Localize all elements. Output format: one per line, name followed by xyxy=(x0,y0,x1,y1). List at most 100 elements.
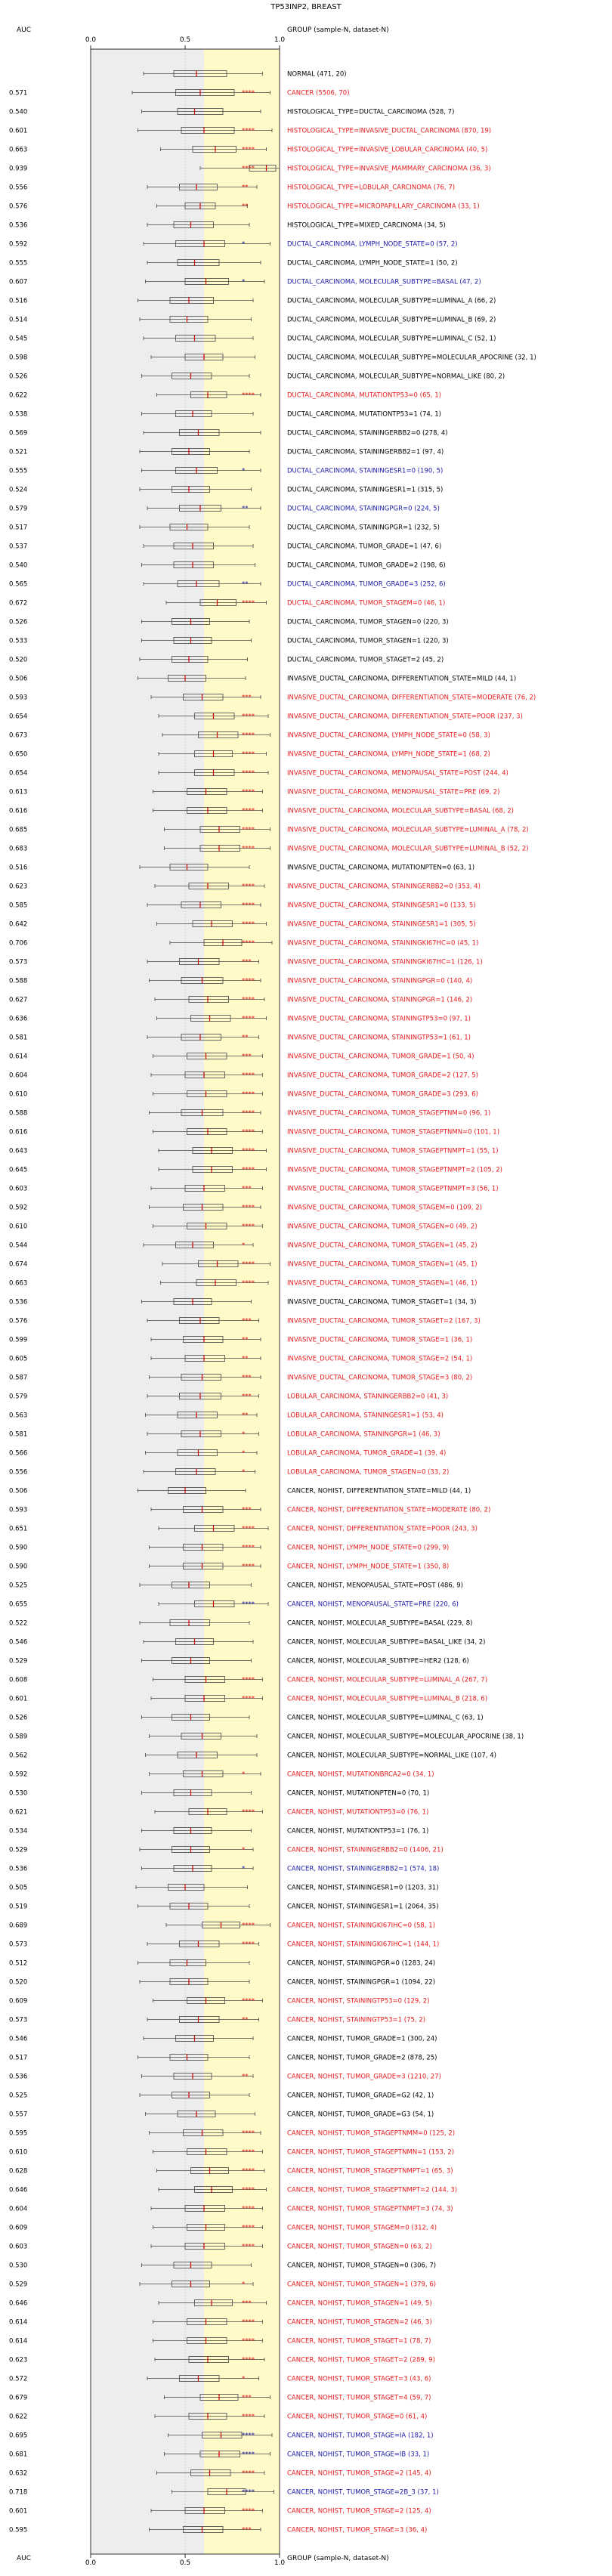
iqr-box xyxy=(183,1204,224,1211)
iqr-box xyxy=(183,1770,224,1777)
group-label: CANCER, NOHIST, TUMOR_STAGEPTNMN=1 (153,… xyxy=(287,2149,454,2157)
group-label: INVASIVE_DUCTAL_CARCINOMA, TUMOR_STAGET=… xyxy=(287,1318,481,1325)
group-label: INVASIVE_DUCTAL_CARCINOMA, DIFFERENTIATI… xyxy=(287,676,516,683)
group-label: LOBULAR_CARCINOMA, STAININGERBB2=0 (41, … xyxy=(287,1393,448,1401)
significance-stars: **** xyxy=(242,1998,255,2005)
iqr-box xyxy=(199,845,240,852)
auc-value: 0.646 xyxy=(9,2300,27,2308)
group-label: INVASIVE_DUCTAL_CARCINOMA, TUMOR_STAGEPT… xyxy=(287,1148,499,1155)
auc-value: 0.556 xyxy=(9,1469,27,1477)
significance-stars: * xyxy=(242,1847,245,1854)
data-row: 0.588 **** INVASIVE_DUCTAL_CARCINOMA, TUMO… xyxy=(9,1109,490,1118)
group-label: DUCTAL_CARCINOMA, MOLECULAR_SUBTYPE=LUMI… xyxy=(287,298,496,305)
data-row: 0.537 DUCTAL_CARCINOMA, TUMOR_GRADE=1 (47… xyxy=(9,543,441,551)
iqr-box xyxy=(169,297,214,304)
significance-stars: ** xyxy=(242,1412,249,1420)
iqr-box xyxy=(181,1374,221,1381)
iqr-box xyxy=(183,1506,224,1513)
group-label: DUCTAL_CARCINOMA, STAININGPGR=1 (232, 5) xyxy=(287,524,440,532)
auc-value: 0.576 xyxy=(9,203,27,211)
group-label: INVASIVE_DUCTAL_CARCINOMA, TUMOR_STAGET=… xyxy=(287,1299,476,1307)
data-row: 0.566 * LOBULAR_CARCINOMA, TUMOR_GRADE=1 (… xyxy=(9,1449,446,1458)
significance-stars: **** xyxy=(242,2149,255,2157)
iqr-box xyxy=(188,2356,229,2363)
auc-value: 0.530 xyxy=(9,1790,27,1798)
group-label: CANCER, NOHIST, MENOPAUSAL_STATE=POST (4… xyxy=(287,1582,463,1590)
iqr-box xyxy=(187,2318,227,2325)
auc-value: 0.572 xyxy=(9,2376,27,2383)
group-label: INVASIVE_DUCTAL_CARCINOMA, STAININGTP53=… xyxy=(287,1016,471,1023)
data-row: 0.654 **** INVASIVE_DUCTAL_CARCINOMA, DIFF… xyxy=(9,713,523,721)
data-row: 0.604 **** INVASIVE_DUCTAL_CARCINOMA, TUMO… xyxy=(9,1072,478,1080)
auc-value: 0.581 xyxy=(9,1034,27,1042)
significance-stars: ** xyxy=(242,506,249,513)
iqr-box xyxy=(169,1959,206,1966)
group-label: CANCER, NOHIST, DIFFERENTIATION_STATE=MI… xyxy=(287,1488,471,1495)
data-row: 0.601 **** CANCER, NOHIST, TUMOR_STAGE=2 (… xyxy=(9,2507,431,2516)
group-label: CANCER, NOHIST, DIFFERENTIATION_STATE=MO… xyxy=(287,1507,490,1514)
significance-stars: **** xyxy=(242,2225,255,2232)
group-label: CANCER, NOHIST, TUMOR_STAGEPTNMPT=1 (65,… xyxy=(287,2168,453,2176)
data-row: 0.628 **** CANCER, NOHIST, TUMOR_STAGEPTNM… xyxy=(9,2167,453,2176)
iqr-box xyxy=(169,316,209,323)
significance-stars: * xyxy=(242,1431,245,1439)
data-row: 0.614 **** CANCER, NOHIST, TUMOR_STAGET=1 … xyxy=(9,2337,431,2346)
iqr-box xyxy=(173,561,214,568)
iqr-box xyxy=(173,2262,212,2268)
group-label: INVASIVE_DUCTAL_CARCINOMA, TUMOR_STAGEN=… xyxy=(287,1242,478,1250)
significance-stars: * xyxy=(242,1242,245,1250)
significance-stars: **** xyxy=(242,2470,255,2478)
group-label: INVASIVE_DUCTAL_CARCINOMA, TUMOR_STAGEPT… xyxy=(287,1110,490,1118)
x-tick-label-top: 0.0 xyxy=(85,36,97,44)
auc-value: 0.540 xyxy=(9,562,27,570)
group-label: CANCER, NOHIST, MOLECULAR_SUBTYPE=BASAL … xyxy=(287,1620,472,1628)
group-label: INVASIVE_DUCTAL_CARCINOMA, MENOPAUSAL_ST… xyxy=(287,770,508,778)
auc-value: 0.681 xyxy=(9,2451,27,2459)
data-row: 0.520 DUCTAL_CARCINOMA, TUMOR_STAGET=2 (4… xyxy=(9,656,444,664)
auc-value: 0.516 xyxy=(9,864,27,872)
iqr-box xyxy=(172,486,210,493)
iqr-box xyxy=(183,1544,224,1551)
iqr-box xyxy=(199,599,236,606)
group-label: CANCER, NOHIST, TUMOR_STAGEN=1 (49, 5) xyxy=(287,2300,432,2308)
iqr-box xyxy=(198,1260,239,1267)
auc-value: 0.536 xyxy=(9,1299,27,1307)
group-label: INVASIVE_DUCTAL_CARCINOMA, STAININGERBB2… xyxy=(287,883,481,891)
iqr-box xyxy=(194,2186,233,2193)
data-row: 0.563 ** LOBULAR_CARCINOMA, STAININGESR1=1… xyxy=(9,1412,444,1420)
significance-stars: * xyxy=(242,1866,245,1873)
data-row: 0.646 *** CANCER, NOHIST, TUMOR_STAGEN=1 (… xyxy=(9,2299,432,2308)
auc-value: 0.663 xyxy=(9,147,27,154)
iqr-box xyxy=(184,278,229,285)
significance-stars: **** xyxy=(242,770,255,778)
data-row: 0.556 * LOBULAR_CARCINOMA, TUMOR_STAGEN=0 … xyxy=(9,1468,449,1477)
data-row: 0.663 **** INVASIVE_DUCTAL_CARCINOMA, TUMO… xyxy=(9,1279,478,1288)
group-label: DUCTAL_CARCINOMA, TUMOR_GRADE=3 (252, 6) xyxy=(287,581,446,589)
data-row: 0.588 **** INVASIVE_DUCTAL_CARCINOMA, STAI… xyxy=(9,977,472,985)
group-label: DUCTAL_CARCINOMA, MUTATIONTP53=1 (74, 1) xyxy=(287,411,441,419)
iqr-box xyxy=(169,524,209,530)
iqr-box xyxy=(181,901,221,908)
auc-value: 0.526 xyxy=(9,1715,27,1722)
data-row: 0.521 DUCTAL_CARCINOMA, STAININGERBB2=1 (… xyxy=(9,448,444,456)
iqr-box xyxy=(173,637,212,644)
group-label: CANCER, NOHIST, MUTATIONBRCA2=0 (34, 1) xyxy=(287,1771,434,1779)
group-label: CANCER, NOHIST, MUTATIONPTEN=0 (70, 1) xyxy=(287,1790,429,1798)
data-row: 0.585 **** INVASIVE_DUCTAL_CARCINOMA, STAI… xyxy=(9,901,476,910)
iqr-box xyxy=(173,70,227,77)
group-label: CANCER, NOHIST, TUMOR_STAGET=3 (43, 6) xyxy=(287,2376,431,2383)
group-label: CANCER, NOHIST, TUMOR_STAGEN=0 (63, 2) xyxy=(287,2244,432,2251)
iqr-box xyxy=(179,1941,220,1947)
iqr-box xyxy=(168,1487,206,1494)
group-label: INVASIVE_DUCTAL_CARCINOMA, TUMOR_STAGEN=… xyxy=(287,1280,478,1288)
group-label: CANCER, NOHIST, TUMOR_STAGE=IB (33, 1) xyxy=(287,2451,429,2459)
significance-stars: **** xyxy=(242,713,255,721)
significance-stars: **** xyxy=(242,1696,255,1703)
data-row: NORMAL (471, 20) xyxy=(143,70,347,79)
data-row: 0.545 DUCTAL_CARCINOMA, MOLECULAR_SUBTYPE… xyxy=(9,335,496,343)
auc-value: 0.663 xyxy=(9,1280,27,1288)
group-column-footer: GROUP (sample-N, dataset-N) xyxy=(287,2555,389,2562)
auc-value: 0.939 xyxy=(9,165,27,173)
data-row: 0.540 DUCTAL_CARCINOMA, TUMOR_GRADE=2 (19… xyxy=(9,561,446,570)
